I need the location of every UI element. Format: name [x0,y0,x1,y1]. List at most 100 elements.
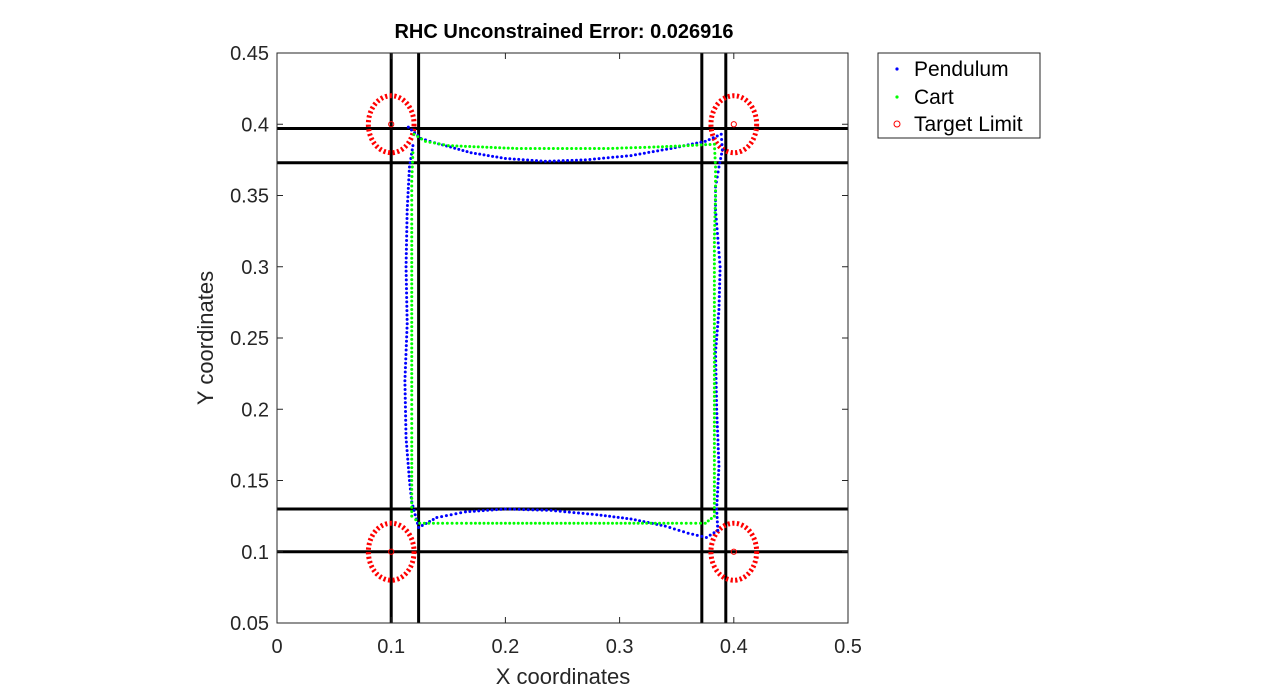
cart-point-167 [658,521,662,525]
cart-point-257 [410,367,414,371]
pendulum-point-93 [715,227,719,231]
pendulum-point-115 [716,325,720,329]
cart-point-238 [410,453,414,457]
pendulum-point-136 [715,416,719,420]
pendulum-point-76 [720,148,724,152]
cart-point-132 [712,420,716,424]
cart-point-64 [695,143,699,147]
cart-point-287 [410,239,414,243]
cart-point-71 [713,156,717,160]
pendulum-point-14 [461,148,465,152]
cart-point-6 [437,142,441,146]
cart-point-217 [441,521,445,525]
cart-point-111 [712,330,716,334]
y-tick-label-0: 0.05 [230,613,269,635]
pendulum-point-23 [499,156,503,160]
cart-point-299 [410,184,414,188]
cart-point-223 [414,518,418,522]
cart-point-269 [410,316,414,320]
cart-point-288 [410,235,414,239]
cart-point-142 [712,463,716,467]
pendulum-point-56 [647,150,651,154]
pendulum-point-211 [499,507,503,511]
target-limit-circle-0 [365,93,417,156]
pendulum-point-194 [576,511,580,515]
pendulum-point-254 [404,423,408,427]
pendulum-point-167 [695,533,699,537]
pendulum-point-15 [465,150,469,154]
target-limit-circle-1 [708,93,760,156]
pendulum-point-95 [716,236,720,240]
pendulum-point-155 [715,498,719,502]
pendulum-point-47 [606,156,610,160]
pendulum-point-32 [539,159,543,163]
cart-point-107 [712,313,716,317]
pendulum-point-159 [715,516,719,520]
pendulum-point-108 [717,295,721,299]
pendulum-point-49 [615,155,619,159]
pendulum-point-161 [716,524,720,528]
cart-point-97 [712,270,716,274]
cart-point-276 [410,286,414,290]
pendulum-point-279 [405,313,409,317]
cart-point-3 [423,139,427,143]
pendulum-point-231 [415,521,419,525]
cart-point-28 [533,146,537,150]
y-tick-label-1: 0.1 [241,542,269,564]
cart-point-237 [410,457,414,461]
cart-point-246 [410,417,414,421]
pendulum-point-207 [517,507,521,511]
cart-point-249 [410,403,414,406]
cart-point-274 [410,295,414,299]
pendulum-point-250 [404,440,408,444]
pendulum-point-112 [717,312,721,316]
pendulum-point-219 [463,510,467,514]
cart-point-273 [410,299,414,303]
cart-point-262 [410,346,414,350]
pendulum-point-184 [620,516,624,520]
cart-point-22 [506,146,510,150]
cart-point-42 [597,146,601,150]
pendulum-point-310 [407,178,411,182]
cart-point-261 [410,350,414,354]
pendulum-point-158 [715,511,719,515]
cart-point-178 [610,521,614,525]
cart-point-37 [574,146,578,150]
cart-point-180 [602,521,606,525]
pendulum-point-181 [633,518,637,522]
pendulum-point-251 [404,436,408,440]
pendulum-point-301 [405,217,409,221]
cart-point-275 [410,290,414,294]
cart-point-233 [410,474,414,478]
pendulum-point-70 [707,138,711,142]
pendulum-point-94 [715,232,719,235]
pendulum-point-270 [404,352,408,356]
cart-point-191 [555,521,559,525]
cart-point-17 [485,145,489,149]
cart-point-164 [670,521,674,525]
pendulum-point-308 [406,186,410,190]
x-tick-label-5: 0.5 [834,636,862,658]
cart-point-270 [410,312,414,316]
cart-point-214 [455,521,459,525]
cart-point-130 [712,412,716,416]
cart-point-96 [712,266,716,270]
pendulum-point-289 [404,269,408,273]
pendulum-point-188 [603,514,607,518]
x-tick-label-1: 0.1 [377,636,405,658]
cart-point-231 [410,483,414,487]
cart-point-194 [542,521,546,525]
pendulum-point-96 [716,241,720,245]
pendulum-point-73 [719,132,723,136]
cart-point-127 [712,399,716,403]
cart-point-81 [713,202,717,206]
pendulum-point-149 [716,473,720,477]
cart-point-260 [410,355,414,359]
cart-point-59 [673,144,677,148]
pendulum-point-20 [486,154,490,158]
pendulum-point-1 [409,128,413,132]
pendulum-point-34 [548,159,552,163]
pendulum-point-162 [716,528,720,532]
cart-point-112 [712,335,716,339]
pendulum-point-166 [700,534,704,538]
